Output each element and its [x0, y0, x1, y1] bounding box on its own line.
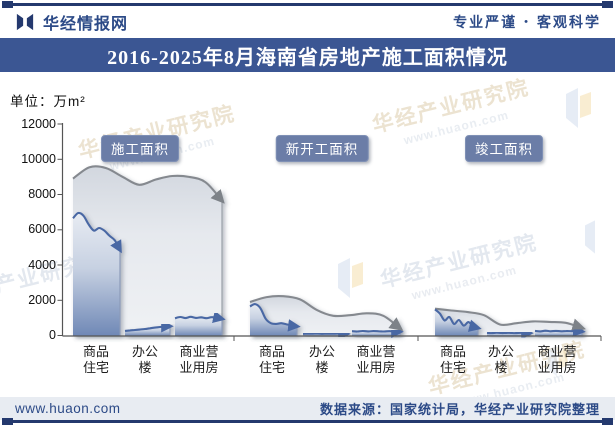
- slogan-right: 客观科学: [537, 15, 601, 31]
- y-tick-label: 10000: [21, 151, 56, 166]
- brand-name: 华经情报网: [43, 15, 129, 33]
- title-bar: 2016-2025年8月海南省房地产施工面积情况: [0, 38, 615, 72]
- group-pill-1: 施工面积: [101, 135, 179, 162]
- x-category-label: 办公楼: [308, 344, 336, 375]
- footer: www.huaon.com 数据来源：国家统计局，华经产业研究院整理: [0, 397, 615, 420]
- x-category-label: 商品 住宅: [82, 344, 110, 375]
- top-border-cap-left: [2, 1, 13, 8]
- x-category-label: 办公楼: [131, 344, 159, 375]
- x-category-label: 商业营 业用房: [356, 344, 396, 375]
- y-tick-label: 4000: [28, 257, 56, 272]
- slogan-left: 专业严谨: [453, 15, 518, 31]
- x-category-label: 商品 住宅: [258, 344, 286, 375]
- brand: 华经情报网: [14, 10, 128, 34]
- brand-logo-icon: [16, 13, 34, 30]
- slogan-dot-icon: •: [524, 15, 530, 28]
- header-slogan: 专业严谨 • 客观科学: [453, 12, 601, 32]
- y-tick-label: 8000: [28, 187, 56, 201]
- top-border-cap-right: [602, 1, 613, 8]
- group-pill-3: 竣工面积: [465, 135, 543, 162]
- page-title: 2016-2025年8月海南省房地产施工面积情况: [107, 46, 508, 69]
- y-tick-label: 6000: [28, 222, 56, 237]
- bottom-border-line: [7, 420, 608, 423]
- header: 华经情报网 专业严谨 • 客观科学: [0, 5, 615, 38]
- x-category-label: 商品 住宅: [439, 344, 467, 375]
- x-category-label: 办公楼: [487, 344, 515, 375]
- top-border-line: [7, 3, 608, 6]
- unit-label: 单位：万m²: [10, 94, 86, 109]
- x-category-label: 商业营 业用房: [179, 344, 219, 375]
- y-tick-label: 2000: [28, 292, 56, 307]
- x-category-label: 商业营 业用房: [537, 344, 577, 375]
- bottom-border-cap-left: [2, 418, 13, 425]
- footer-data-source: 数据来源：国家统计局，华经产业研究院整理: [319, 402, 600, 417]
- footer-site-url: www.huaon.com: [15, 401, 121, 416]
- y-tick-label: 0: [49, 328, 56, 342]
- bottom-border-cap-right: [602, 418, 613, 425]
- y-tick-label: 12000: [21, 116, 56, 131]
- group-pill-2: 新开工面积: [275, 135, 369, 162]
